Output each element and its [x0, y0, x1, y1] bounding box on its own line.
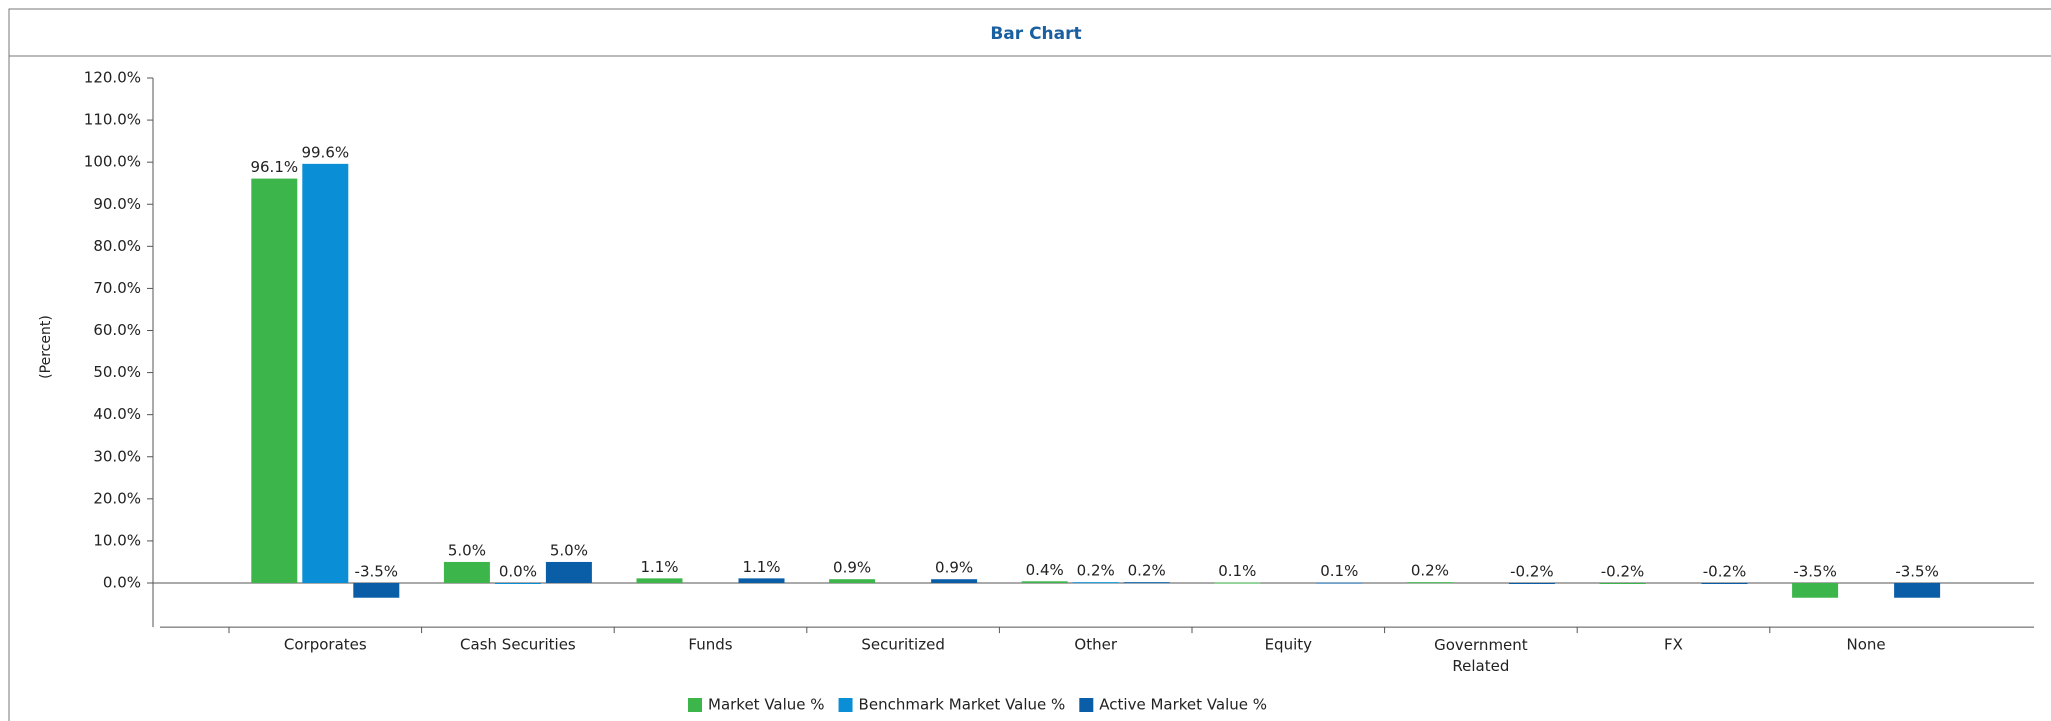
data-label: 0.0%: [499, 563, 537, 581]
bar: [931, 579, 978, 583]
legend-label: Active Market Value %: [1099, 696, 1267, 714]
y-tick-label: 50.0%: [93, 363, 141, 381]
bar: [1894, 583, 1941, 598]
data-label: -0.2%: [1703, 563, 1747, 581]
bar: [829, 579, 876, 583]
data-label: -3.5%: [1793, 563, 1837, 581]
y-tick-label: 40.0%: [93, 405, 141, 423]
y-tick-label: 120.0%: [84, 69, 141, 87]
data-label: 0.9%: [833, 559, 871, 577]
bar: [1406, 582, 1453, 584]
x-tick-label: Securitized: [861, 636, 945, 654]
frame: [8, 8, 2051, 721]
bar: [1072, 582, 1119, 584]
bar: [636, 578, 683, 583]
y-tick-label: 110.0%: [84, 111, 141, 129]
bar: [353, 583, 400, 598]
legend-label: Market Value %: [708, 696, 825, 714]
y-axis-label: (Percent): [38, 315, 54, 379]
y-tick-label: 60.0%: [93, 321, 141, 339]
y-tick-label: 90.0%: [93, 195, 141, 213]
bar: [302, 163, 349, 583]
data-label: 1.1%: [742, 558, 780, 576]
legend-swatch: [838, 698, 853, 712]
y-tick-label: 100.0%: [84, 153, 141, 171]
data-label: 0.2%: [1077, 562, 1115, 580]
bar: [1021, 581, 1068, 583]
y-tick-label: 30.0%: [93, 447, 141, 465]
data-label: -3.5%: [355, 563, 399, 581]
y-tick-label: 20.0%: [93, 489, 141, 507]
x-tick-label: Government Related: [1434, 636, 1528, 675]
x-tick-label: None: [1847, 636, 1886, 654]
chart-title: Bar Chart: [990, 24, 1081, 44]
bar: [1123, 582, 1170, 584]
data-label: 0.4%: [1026, 561, 1064, 579]
y-tick-label: 70.0%: [93, 279, 141, 297]
bar: [1599, 583, 1646, 584]
x-tick-label: Equity: [1265, 636, 1313, 654]
x-tick-label: Funds: [688, 636, 732, 654]
bar: [443, 561, 490, 583]
bar: [1214, 582, 1261, 584]
bar: [1701, 583, 1748, 584]
x-tick-label: FX: [1664, 636, 1683, 654]
legend-swatch: [688, 698, 702, 712]
data-label: 0.1%: [1218, 562, 1256, 580]
x-tick-label: Cash Securities: [460, 636, 576, 654]
bar: [738, 578, 785, 583]
data-label: 99.6%: [301, 143, 349, 161]
legend-label: Benchmark Market Value %: [859, 696, 1066, 714]
data-label: 1.1%: [640, 558, 678, 576]
bar: [251, 178, 298, 583]
y-tick-label: 0.0%: [103, 574, 141, 592]
data-label: 96.1%: [250, 158, 298, 176]
bar: [1508, 583, 1555, 584]
data-label: 5.0%: [448, 541, 486, 559]
bar: [1316, 582, 1363, 584]
data-label: -0.2%: [1601, 563, 1645, 581]
data-label: 0.9%: [935, 559, 973, 577]
data-label: 5.0%: [550, 541, 588, 559]
data-label: -3.5%: [1895, 563, 1939, 581]
data-label: 0.2%: [1128, 562, 1166, 580]
legend-swatch: [1079, 698, 1094, 712]
data-label: -0.2%: [1510, 563, 1554, 581]
bar: [545, 561, 592, 583]
y-tick-label: 80.0%: [93, 237, 141, 255]
data-label: 0.2%: [1411, 562, 1449, 580]
bar: [1792, 583, 1839, 598]
y-tick-label: 10.0%: [93, 531, 141, 549]
x-tick-label: Corporates: [284, 636, 367, 654]
data-label: 0.1%: [1320, 562, 1358, 580]
bar: [494, 583, 541, 584]
x-tick-label: Other: [1074, 636, 1117, 654]
